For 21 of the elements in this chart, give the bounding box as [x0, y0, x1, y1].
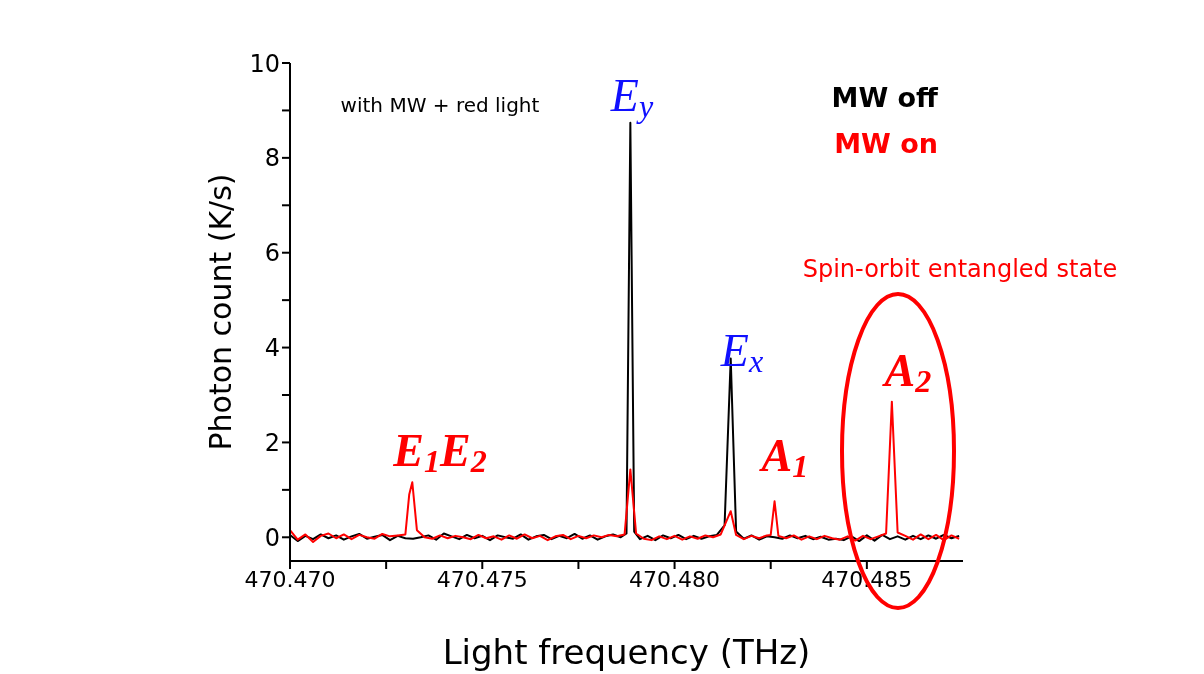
annotation: Spin-orbit entangled state: [802, 255, 1118, 283]
annotation: E$_{1}$E$_{2}$: [392, 424, 487, 479]
y-tick-label: 10: [249, 49, 280, 78]
annotation: A$_{1}$: [758, 429, 809, 484]
annotation: with MW + red light: [340, 92, 540, 117]
text: MW on: [833, 127, 938, 161]
y-tick-label: 6: [264, 239, 280, 268]
line-series: [290, 400, 961, 544]
y-tick-label: 2: [264, 428, 280, 457]
x-tick-label: 470.470: [244, 566, 336, 592]
x-axis-title: Light frequency (THz): [442, 632, 811, 672]
y-tick-label: 4: [264, 334, 280, 363]
annotation: E$_{x}$: [719, 324, 764, 379]
y-tick-label: 8: [264, 144, 280, 173]
x-tick-label: 470.480: [629, 566, 721, 592]
y-axis-title: Photon count (K/s): [202, 173, 238, 451]
annotation: A$_{2}$: [881, 344, 932, 399]
y-tick-label: 0: [264, 523, 280, 552]
text: MW off: [830, 81, 938, 115]
annotation: E$_{y}$: [609, 69, 654, 124]
x-tick-label: 470.475: [436, 566, 528, 592]
